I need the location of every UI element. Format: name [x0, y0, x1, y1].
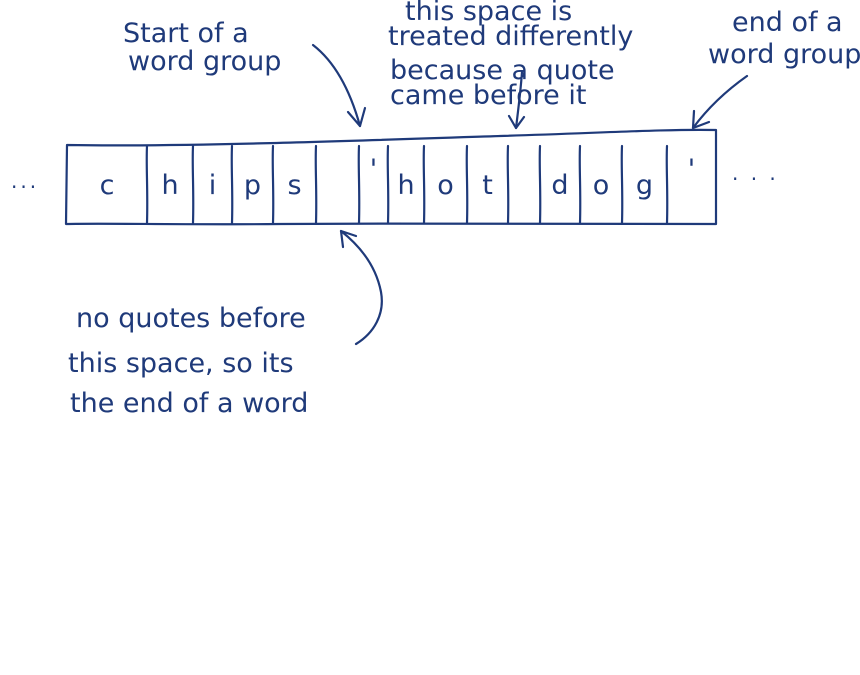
start-group-note-line-1: Start of a: [123, 18, 249, 49]
start-group-note-line-2: word group: [128, 46, 281, 77]
tape-divider: [230, 144, 234, 225]
tape-divider: [465, 144, 469, 225]
tape-cell: o: [437, 170, 454, 201]
no-quotes-note-line-3: the end of a word: [70, 388, 308, 419]
tape-cell: i: [209, 170, 217, 201]
end-group-arrow: [691, 74, 749, 130]
tape-cell: g: [636, 170, 653, 201]
tape-cell: ': [370, 154, 377, 185]
left-ellipsis: ...: [11, 169, 39, 193]
tape-cell: p: [244, 170, 261, 201]
tape-divider: [422, 144, 426, 225]
end-group-note-line-2: word group: [708, 39, 860, 70]
tape-divider: [538, 144, 542, 225]
tape-cell: o: [593, 170, 610, 201]
tape-cell: d: [551, 170, 568, 201]
tape-dividers: [145, 144, 669, 225]
tape-divider: [271, 144, 275, 225]
word-end-arrow: [339, 229, 383, 346]
start-group-arrow: [311, 43, 367, 128]
tape-cells: c h i p s'h o t d o g': [100, 154, 696, 201]
tape-divider: [506, 144, 510, 225]
tape-cell: h: [397, 170, 414, 201]
right-ellipsis: . . .: [732, 161, 779, 185]
tape-divider: [314, 144, 318, 225]
tape-divider: [357, 144, 361, 225]
tape-divider: [386, 144, 390, 225]
quote-space-note-line-4: came before it: [390, 80, 586, 111]
tape-cell: h: [161, 170, 178, 201]
quote-space-note-line-3: because a quote: [390, 55, 615, 86]
quote-space-note-line-2: treated differently: [388, 21, 633, 52]
end-group-note-line-1: end of a: [732, 7, 843, 38]
tape-divider: [145, 144, 149, 225]
tape-divider: [665, 144, 669, 225]
tape-divider: [578, 144, 582, 225]
tape-outline: [64, 128, 718, 226]
tape-cell: c: [100, 170, 115, 201]
tape-divider: [620, 144, 624, 225]
no-quotes-note-line-2: this space, so its: [68, 348, 294, 379]
quote-space-arrow: [507, 70, 526, 130]
tape-cell: s: [287, 170, 301, 201]
tape-divider: [191, 144, 195, 225]
tape-cell: t: [482, 170, 493, 201]
tape-cell: ': [688, 154, 695, 185]
no-quotes-note-line-1: no quotes before: [76, 303, 306, 334]
character-tape: c h i p s'h o t d o g': [64, 128, 718, 226]
quote-space-note-line-1: this space is: [405, 0, 572, 27]
